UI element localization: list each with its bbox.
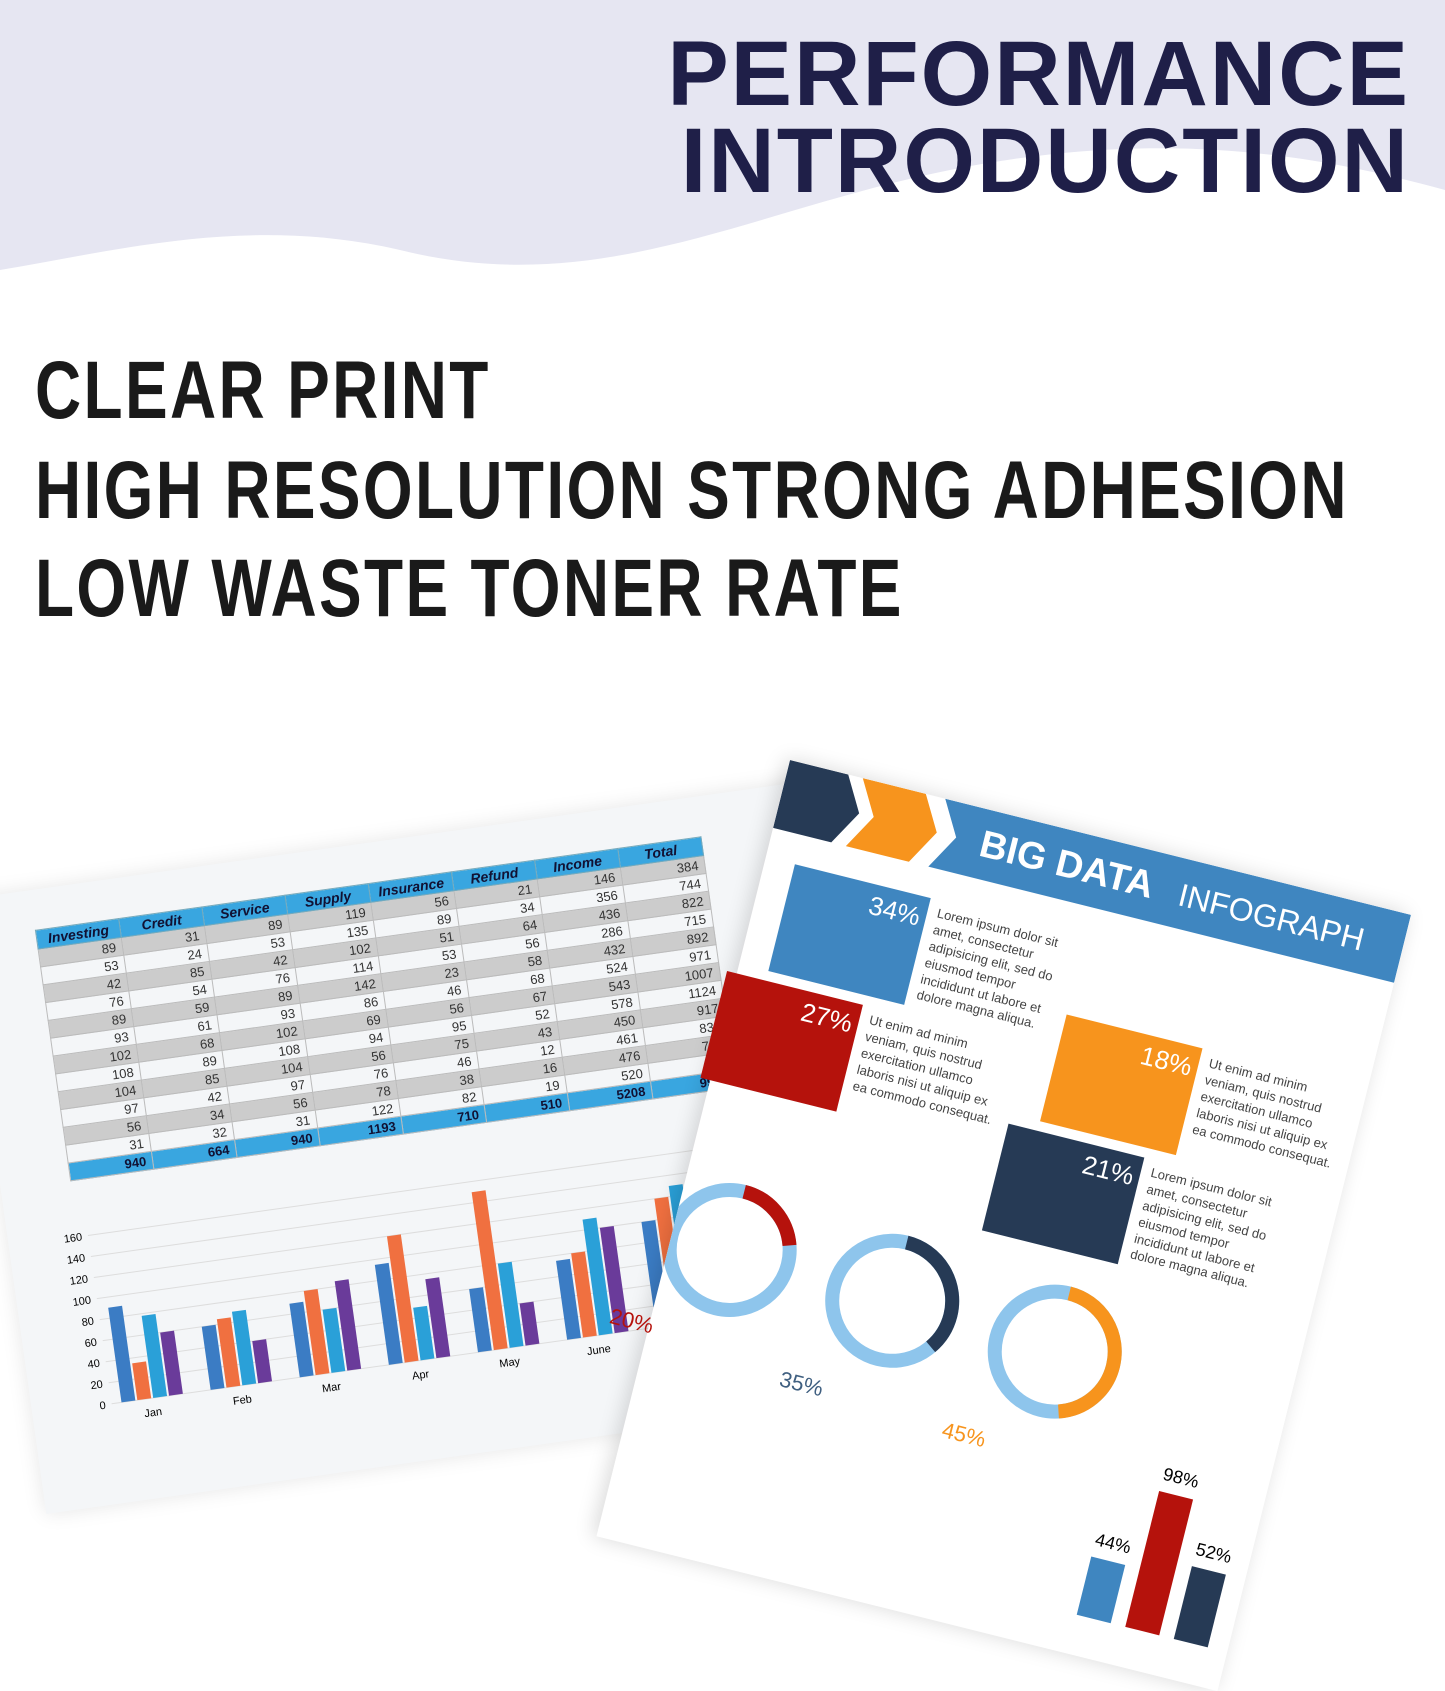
- x-tick-label: May: [499, 1356, 522, 1371]
- ring-charts: [662, 1182, 1122, 1419]
- bar: [1173, 1566, 1226, 1648]
- bar: [216, 1317, 241, 1388]
- bar: [386, 1234, 419, 1363]
- bar: [374, 1262, 403, 1365]
- x-tick-label: Feb: [232, 1393, 252, 1408]
- bar: [519, 1301, 540, 1346]
- bar: [108, 1305, 136, 1403]
- banner-title-line2: INTRODUCTION: [680, 110, 1410, 212]
- y-tick-label: 60: [84, 1337, 98, 1351]
- x-tick-label: June: [586, 1343, 611, 1358]
- gridline: [87, 1145, 722, 1236]
- bar: [497, 1261, 524, 1348]
- bar: [599, 1225, 629, 1334]
- y-tick-label: 40: [87, 1358, 101, 1372]
- lorem-text: Ut enim ad minim veniam, quis nostrud ex…: [851, 1012, 994, 1127]
- gridline: [99, 1230, 734, 1321]
- x-tick-label: Apr: [411, 1368, 430, 1382]
- bar: [582, 1217, 613, 1336]
- bar: [471, 1190, 508, 1351]
- feature-clear-print: CLEAR PRINT: [35, 345, 491, 436]
- gridline: [93, 1187, 728, 1279]
- stat-tile: 18%: [1040, 1014, 1203, 1156]
- bar: [425, 1277, 451, 1359]
- bar-chart-printout: 0 20 40 60 80 100 120 140 160 Jan Feb Mar Apr May June…: [63, 1145, 746, 1420]
- bar: [141, 1313, 168, 1398]
- y-tick-label: 80: [81, 1316, 95, 1330]
- y-tick-label: 100: [72, 1294, 92, 1308]
- spreadsheet-table: Investing Credit Service Supply Insurance Ref…: [35, 836, 737, 1181]
- stat-tile: 34%: [768, 864, 931, 1005]
- bar: [252, 1339, 273, 1384]
- bar: [469, 1287, 492, 1353]
- bar: [322, 1307, 346, 1373]
- spreadsheet-printout: Investing Credit Service Supply Insurance Ref…: [0, 780, 898, 1514]
- bar-label: 44%: [1093, 1529, 1133, 1558]
- infographic-header: [773, 760, 1411, 983]
- gridline: [96, 1209, 731, 1300]
- x-tick-label: Mar: [321, 1381, 342, 1396]
- y-tick-label: 140: [66, 1252, 86, 1266]
- banner-title-line1: PERFORMANCE: [667, 23, 1410, 125]
- bar: [201, 1324, 225, 1390]
- bar-label: 52%: [1193, 1539, 1234, 1568]
- bar: [231, 1309, 257, 1386]
- stat-tile: 27%: [700, 971, 863, 1112]
- bar-label: 98%: [1161, 1463, 1201, 1492]
- bar: [303, 1289, 330, 1376]
- x-tick-label: Jan: [144, 1406, 163, 1420]
- y-tick-label: 120: [69, 1273, 89, 1287]
- bar: [132, 1361, 152, 1401]
- lorem-text: Lorem ipsum dolor sit amet, consectetur …: [915, 905, 1060, 1032]
- y-tick-label: 160: [63, 1231, 83, 1245]
- bar: [334, 1279, 362, 1371]
- gridline: [90, 1166, 725, 1257]
- bar: [1076, 1556, 1126, 1624]
- y-tick-label: 0: [99, 1400, 107, 1413]
- bar: [571, 1251, 597, 1338]
- bar: [160, 1330, 183, 1396]
- bar: [556, 1258, 581, 1340]
- bar: [413, 1305, 435, 1361]
- lorem-text: Ut enim ad minim veniam, quis nostrud ex…: [1191, 1055, 1333, 1171]
- feature-resolution-adhesion: HIGH RESOLUTION STRONG ADHESION: [35, 445, 1349, 536]
- banner-wave: [0, 0, 1445, 270]
- gridline: [102, 1251, 737, 1342]
- bar: [289, 1301, 314, 1378]
- infographic-printout: BIG DATA INFOGRAPH 34% 27% 18% 21% Lorem…: [596, 760, 1411, 1691]
- feature-low-waste: LOW WASTE TONER RATE: [35, 543, 904, 634]
- y-tick-label: 20: [90, 1379, 104, 1393]
